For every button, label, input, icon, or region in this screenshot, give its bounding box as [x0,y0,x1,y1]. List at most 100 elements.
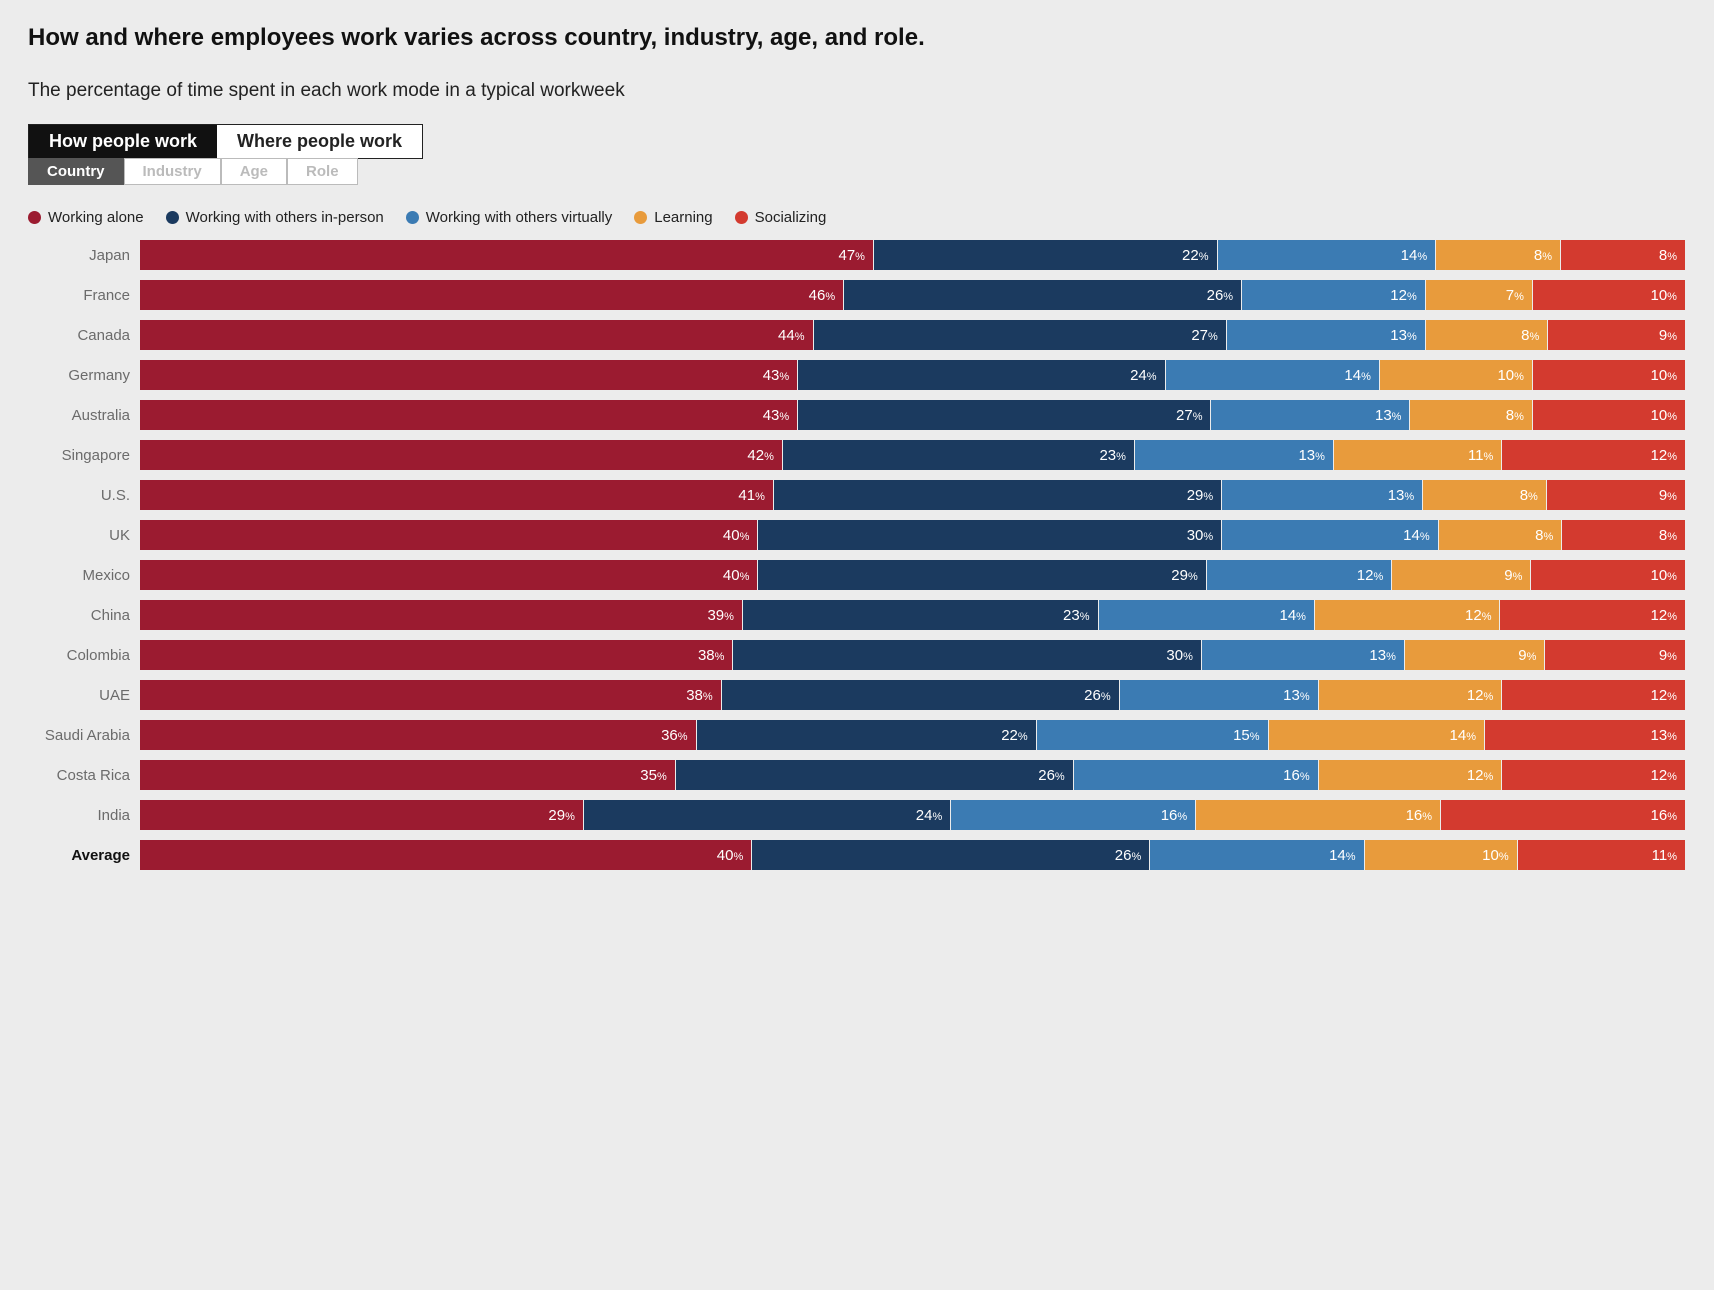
segment-value: 13% [1298,447,1324,464]
row-label: China [28,607,140,624]
bar: 43%24%14%10%10% [140,360,1686,390]
row-label: Saudi Arabia [28,727,140,744]
bar-segment: 14% [1150,840,1364,870]
segment-value: 24% [1130,367,1156,384]
legend-item: Working with others virtually [406,209,612,226]
segment-value: 23% [1063,607,1089,624]
bar-segment: 41% [140,480,774,510]
segment-value: 15% [1233,727,1259,744]
segment-value: 14% [1279,607,1305,624]
segment-value: 13% [1390,327,1416,344]
segment-value: 10% [1651,407,1677,424]
bar-segment: 7% [1426,280,1533,310]
segment-value: 10% [1482,847,1508,864]
tab-secondary-age[interactable]: Age [221,158,287,185]
segment-value: 22% [1001,727,1027,744]
bar-segment: 15% [1037,720,1269,750]
segment-value: 12% [1357,567,1383,584]
bar-segment: 24% [798,360,1165,390]
bar-segment: 47% [140,240,874,270]
legend-item: Working with others in-person [166,209,384,226]
bar-segment: 9% [1547,480,1686,510]
tab-secondary-country[interactable]: Country [28,158,124,185]
segment-value: 27% [1176,407,1202,424]
chart-row: France46%26%12%7%10% [28,280,1686,310]
stacked-bar-chart: Japan47%22%14%8%8%France46%26%12%7%10%Ca… [28,240,1686,870]
legend-label: Learning [654,209,712,226]
tab-secondary-role[interactable]: Role [287,158,358,185]
segment-value: 12% [1467,687,1493,704]
segment-value: 29% [1171,567,1197,584]
bar-segment: 29% [774,480,1222,510]
bar-segment: 12% [1500,600,1686,630]
segment-value: 10% [1650,287,1676,304]
legend-label: Working alone [48,209,144,226]
bar-segment: 12% [1502,680,1686,710]
segment-value: 38% [686,687,712,704]
segment-value: 39% [707,607,733,624]
chart-row: Colombia38%30%13%9%9% [28,640,1686,670]
bar-segment: 40% [140,840,752,870]
bar-segment: 12% [1319,760,1503,790]
segment-value: 24% [916,807,942,824]
legend-item: Socializing [735,209,827,226]
tab-secondary-industry[interactable]: Industry [124,158,221,185]
tabs-primary: How people workWhere people work [28,124,423,159]
bar: 36%22%15%14%13% [140,720,1686,750]
bar-segment: 26% [722,680,1120,710]
chart-row: Costa Rica35%26%16%12%12% [28,760,1686,790]
bar-segment: 26% [844,280,1242,310]
chart-row: Canada44%27%13%8%9% [28,320,1686,350]
bar-segment: 12% [1315,600,1501,630]
chart-subtitle: The percentage of time spent in each wor… [28,80,1686,102]
row-label: Australia [28,407,140,424]
bar-segment: 36% [140,720,697,750]
bar-segment: 30% [758,520,1222,550]
chart-row: Average40%26%14%10%11% [28,840,1686,870]
chart-row: U.S.41%29%13%8%9% [28,480,1686,510]
bar-segment: 12% [1319,680,1503,710]
tab-primary-where-people-work[interactable]: Where people work [217,125,422,158]
segment-value: 14% [1401,247,1427,264]
legend-item: Working alone [28,209,144,226]
bar-segment: 14% [1218,240,1437,270]
bar-segment: 8% [1439,520,1563,550]
segment-value: 13% [1388,487,1414,504]
segment-value: 16% [1283,767,1309,784]
bar-segment: 24% [584,800,951,830]
segment-value: 13% [1283,687,1309,704]
bar-segment: 10% [1365,840,1518,870]
chart-row: Mexico40%29%12%9%10% [28,560,1686,590]
bar-segment: 16% [1441,800,1686,830]
bar-segment: 10% [1533,280,1686,310]
bar-segment: 8% [1426,320,1548,350]
segment-value: 43% [763,367,789,384]
segment-value: 9% [1518,647,1536,664]
segment-value: 12% [1390,287,1416,304]
bar: 39% 23% 14% 12%12% [140,600,1686,630]
segment-value: 8% [1521,327,1539,344]
segment-value: 10% [1650,567,1676,584]
chart-title: How and where employees work varies acro… [28,24,1686,52]
segment-value: 16% [1651,807,1677,824]
legend-dot [166,211,179,224]
segment-value: 7% [1506,287,1524,304]
legend-label: Working with others virtually [426,209,612,226]
segment-value: 8% [1659,247,1677,264]
chart-row: Saudi Arabia36%22%15%14%13% [28,720,1686,750]
segment-value: 42% [747,447,773,464]
row-label: Mexico [28,567,140,584]
segment-value: 9% [1659,487,1677,504]
segment-value: 47% [838,247,864,264]
bar: 35%26%16%12%12% [140,760,1686,790]
segment-value: 8% [1659,527,1677,544]
bar-segment: 12% [1502,760,1686,790]
tab-primary-how-people-work[interactable]: How people work [29,125,217,158]
bar-segment: 10% [1533,360,1686,390]
bar-segment: 38% [140,680,722,710]
chart-row: Japan47%22%14%8%8% [28,240,1686,270]
bar-segment: 22% [874,240,1218,270]
segment-value: 27% [1191,327,1217,344]
segment-value: 14% [1450,727,1476,744]
segment-value: 23% [1099,447,1125,464]
